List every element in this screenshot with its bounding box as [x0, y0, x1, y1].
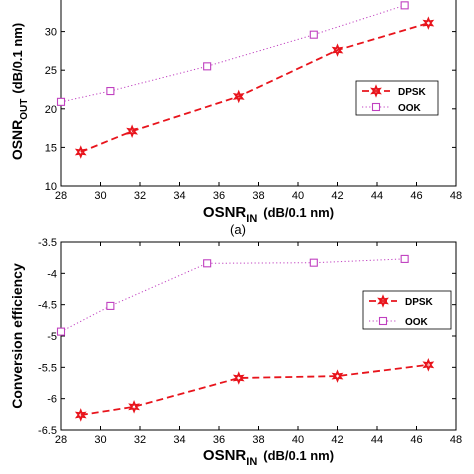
- data-point-dpsk: [422, 16, 435, 30]
- y-tick-label: 15: [45, 142, 57, 154]
- series-line-ook: [60, 258, 405, 333]
- data-point-ook: [56, 97, 66, 106]
- x-tick-label: 46: [410, 434, 422, 446]
- x-tick-label: 28: [55, 434, 67, 446]
- data-point-ook: [106, 86, 115, 96]
- y-tick-label: -6.5: [38, 425, 57, 437]
- x-tick-label: 38: [252, 434, 264, 446]
- x-tick-label: 40: [292, 190, 304, 202]
- y-tick-label: 25: [45, 65, 57, 77]
- plot-frame: [60, 241, 457, 431]
- x-tick-label: 38: [252, 190, 264, 202]
- data-point-dpsk: [74, 408, 87, 422]
- x-tick-label: 42: [331, 190, 343, 202]
- data-point-ook: [309, 258, 318, 267]
- x-tick-label: 44: [371, 190, 383, 202]
- data-point-dpsk: [331, 369, 344, 383]
- y-axis-title-units: (dB/0.1 nm): [10, 23, 25, 94]
- data-point-ook: [309, 30, 318, 39]
- x-tick-label: 34: [173, 434, 185, 446]
- x-tick-label: 36: [213, 190, 225, 202]
- x-axis-title-units: (dB/0.1 nm): [263, 448, 334, 463]
- legend-marker-ook: [378, 316, 388, 326]
- legend-label-dpsk: DPSK: [405, 297, 434, 308]
- x-axis-title-main: OSNR: [203, 447, 247, 464]
- data-point-ook: [400, 1, 409, 10]
- series-line-dpsk: [80, 363, 429, 416]
- x-tick-label: 32: [134, 434, 146, 446]
- x-axis-title: OSNRIN (dB/0.1 nm): [203, 447, 334, 468]
- x-axis-title-sub: IN: [246, 213, 257, 225]
- data-point-ook: [203, 259, 212, 268]
- data-point-dpsk: [126, 124, 138, 138]
- x-axis-title-main: OSNR: [203, 204, 247, 221]
- x-tick-label: 30: [94, 434, 106, 446]
- legend-marker-dpsk: [377, 294, 389, 308]
- x-axis-title-sub: IN: [246, 456, 257, 468]
- y-tick-label: 30: [45, 27, 57, 39]
- x-tick-label: 48: [450, 190, 462, 202]
- series-line-dpsk: [80, 22, 429, 153]
- legend-label-ook: OOK: [405, 317, 429, 328]
- y-tick-label: -5.5: [38, 362, 57, 374]
- x-tick-label: 34: [173, 190, 185, 202]
- panel-caption: (a): [230, 222, 246, 237]
- x-tick-label: 40: [292, 434, 304, 446]
- legend-marker-dpsk: [370, 84, 382, 98]
- data-point-ook: [203, 62, 212, 71]
- data-point-dpsk: [232, 89, 245, 104]
- legend-label-dpsk: DPSK: [398, 87, 427, 98]
- legend-label-ook: OOK: [398, 103, 422, 114]
- x-tick-label: 32: [134, 190, 146, 202]
- y-axis-title-sub: OUT: [19, 99, 30, 120]
- y-tick-label: -5: [47, 331, 57, 343]
- data-point-dpsk: [331, 43, 344, 57]
- legend-box: [362, 290, 452, 330]
- y-tick-label: -3.5: [38, 237, 57, 249]
- y-tick-label: -4.5: [38, 300, 57, 312]
- legend-box: [355, 80, 439, 116]
- data-point-ook: [400, 254, 409, 263]
- x-tick-label: 42: [331, 434, 343, 446]
- x-axis-title: OSNRIN (dB/0.1 nm): [203, 204, 334, 225]
- x-tick-label: 44: [371, 434, 383, 446]
- legend-marker-ook: [371, 102, 381, 112]
- data-point-ook: [56, 327, 66, 336]
- y-axis-title-main: OSNR: [9, 120, 25, 160]
- x-tick-label: 28: [55, 190, 67, 202]
- data-point-dpsk: [128, 400, 140, 414]
- x-tick-label: 30: [94, 190, 106, 202]
- chart-bottom-conversion-efficiency: 28 30 32 34 36 38 40 42 44 46 48 -3.5 -4 -4.5 -5 -5.5 -6…: [9, 237, 462, 468]
- y-axis-title: Conversion efficiency: [9, 263, 25, 409]
- data-point-dpsk: [74, 145, 87, 159]
- y-tick-label: 20: [45, 104, 57, 116]
- y-tick-label: 10: [45, 181, 57, 193]
- data-point-ook: [106, 301, 115, 310]
- y-axis-title: OSNROUT (dB/0.1 nm): [9, 23, 30, 160]
- x-axis-title-units: (dB/0.1 nm): [263, 205, 334, 220]
- data-point-dpsk: [232, 371, 245, 385]
- y-tick-label: -6: [47, 394, 57, 406]
- data-point-dpsk: [422, 358, 435, 372]
- x-tick-label: 48: [450, 434, 462, 446]
- y-tick-label: -4: [47, 268, 57, 280]
- x-tick-label: 36: [213, 434, 225, 446]
- x-tick-label: 46: [410, 190, 422, 202]
